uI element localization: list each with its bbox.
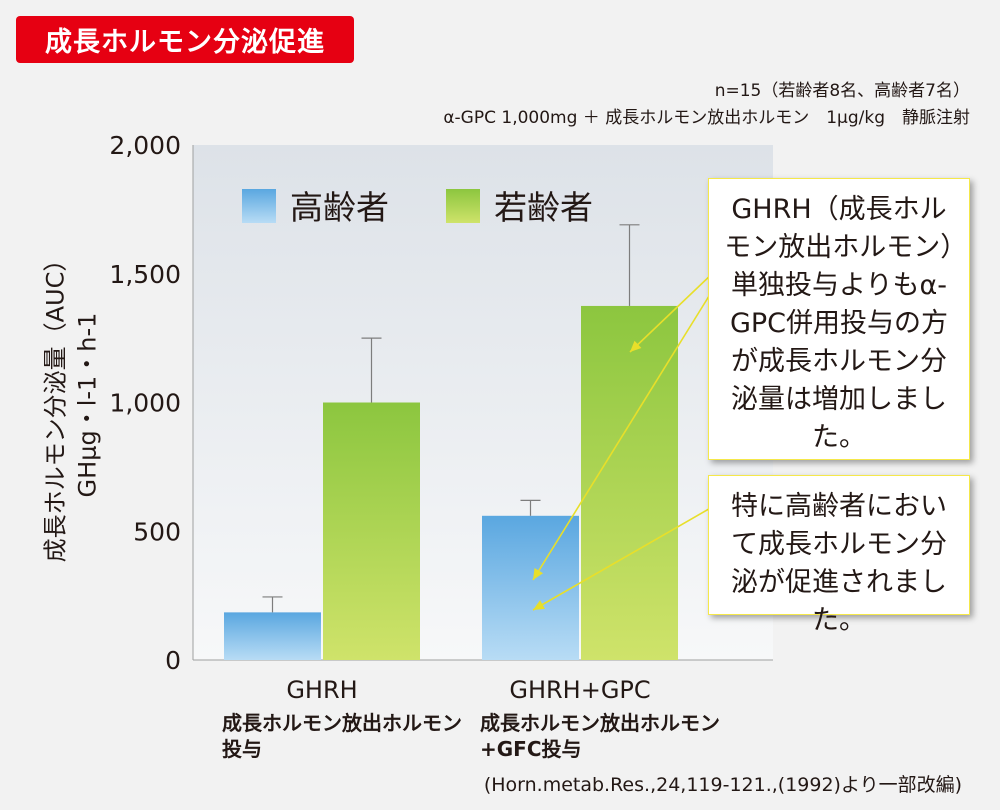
legend-swatch-young <box>446 189 480 223</box>
callout-box-1: GHRH（成長ホルモン放出ホルモン）単独投与よりもα-GPC併用投与の方が成長ホ… <box>708 178 970 460</box>
y-tick-label: 0 <box>165 646 181 675</box>
y-tick-label: 2,000 <box>109 131 181 160</box>
x-category-sub2: 投与 <box>222 737 262 761</box>
bar-young-0 <box>323 402 420 660</box>
legend-label-elderly: 高齢者 <box>290 188 389 227</box>
bar-elderly-1 <box>482 515 579 660</box>
arrow-callout1-young <box>629 271 715 353</box>
y-tick-label: 500 <box>133 517 181 546</box>
arrow-callout1-elderly-head <box>533 568 544 580</box>
x-category-sub1: 成長ホルモン放出ホルモン <box>480 711 720 735</box>
source-citation: (Horn.metab.Res.,24,119-121.,(1992)より一部改… <box>483 774 962 796</box>
legend-label-young: 若齢者 <box>494 188 593 227</box>
legend-swatch-elderly <box>242 189 276 223</box>
arrow-callout1-young-head <box>630 340 642 352</box>
x-category-sub2: +GFC投与 <box>480 737 582 761</box>
arrow-callout2-elderly-head <box>533 600 546 610</box>
x-category-label: GHRH <box>286 676 358 704</box>
x-category-sub1: 成長ホルモン放出ホルモン <box>222 711 462 735</box>
y-tick-label: 1,000 <box>109 389 181 418</box>
arrow-callout1-elderly <box>532 287 715 581</box>
x-category-ghrh: GHRH 成長ホルモン放出ホルモン 投与 <box>222 676 462 762</box>
sample-note: n=15（若齢者8名、高齢者7名） <box>714 81 970 101</box>
callout-box-2: 特に高齢者において成長ホルモン分泌が促進されました。 <box>708 475 970 636</box>
title-badge: 成長ホルモン分泌促進 <box>16 16 354 63</box>
bar-elderly-0 <box>224 612 321 660</box>
x-category-ghrh-gpc: GHRH+GPC 成長ホルモン放出ホルモン +GFC投与 <box>480 676 720 762</box>
bar-young-1 <box>581 305 678 660</box>
dosage-note: α-GPC 1,000mg ＋ 成長ホルモン放出ホルモン 1μg/kg 静脈注射 <box>443 108 970 128</box>
x-category-label: GHRH+GPC <box>509 676 651 704</box>
arrow-callout2-elderly <box>532 505 715 611</box>
y-tick-label: 1,500 <box>109 260 181 289</box>
